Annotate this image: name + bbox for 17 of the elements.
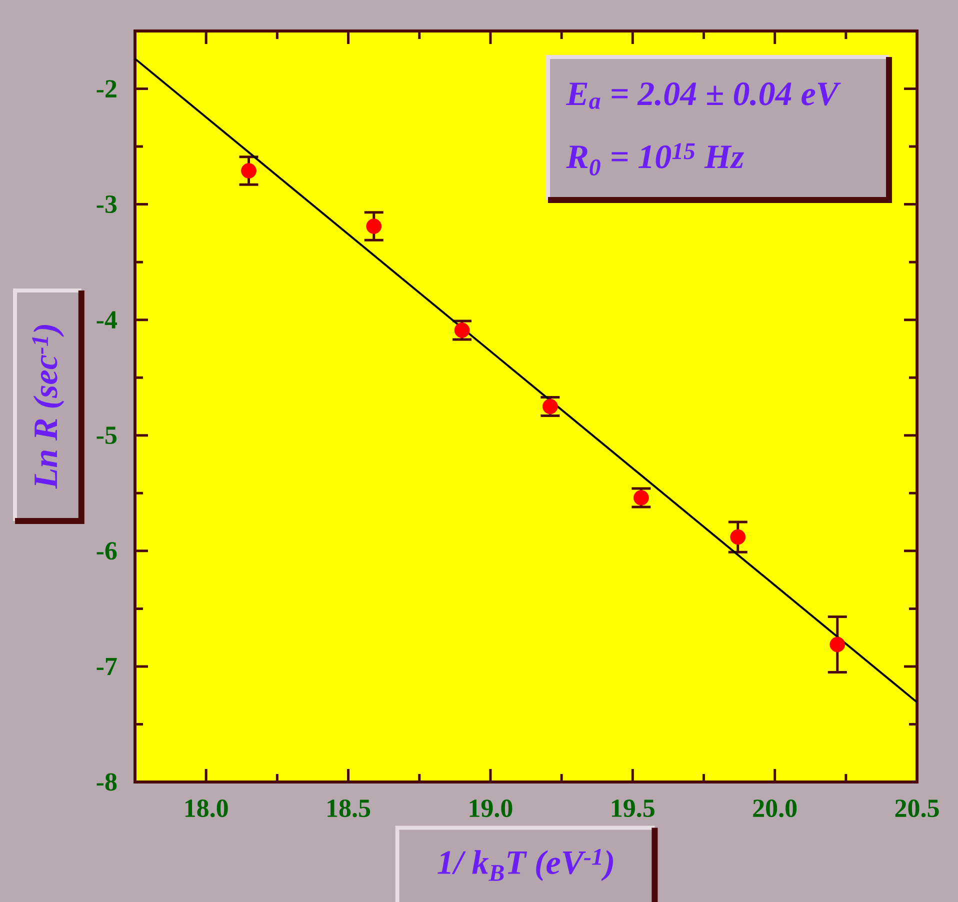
annotation: E$_{a}$ = 2.04 ± 0.04 eV bbox=[566, 82, 841, 109]
y-tick-label: -2 bbox=[96, 80, 116, 98]
x-tick-label: 19.0 bbox=[470, 800, 512, 818]
y-axis-title: Ln R (sec$^{-1}$) bbox=[32, 325, 64, 489]
y-tick-label: -5 bbox=[96, 426, 117, 444]
annotation: R$_{0}$ = 10$^{15}$ Hz bbox=[566, 143, 744, 176]
x-axis-title: 1/ k$_{B}$T (eV$^{-1}$) bbox=[438, 848, 613, 881]
x-tick-label: 20.5 bbox=[895, 800, 939, 818]
x-tick-label: 20.0 bbox=[753, 800, 797, 818]
x-tick-label: 19.5 bbox=[612, 800, 654, 818]
y-tick-label: -8 bbox=[96, 773, 117, 791]
x-tick-label: 18.5 bbox=[328, 800, 370, 818]
y-tick-label: -6 bbox=[96, 542, 117, 560]
y-tick-label: -7 bbox=[96, 658, 117, 675]
y-tick-label: -3 bbox=[96, 196, 117, 214]
y-tick-label: -4 bbox=[96, 311, 117, 328]
x-tick-label: 18.0 bbox=[185, 800, 228, 818]
